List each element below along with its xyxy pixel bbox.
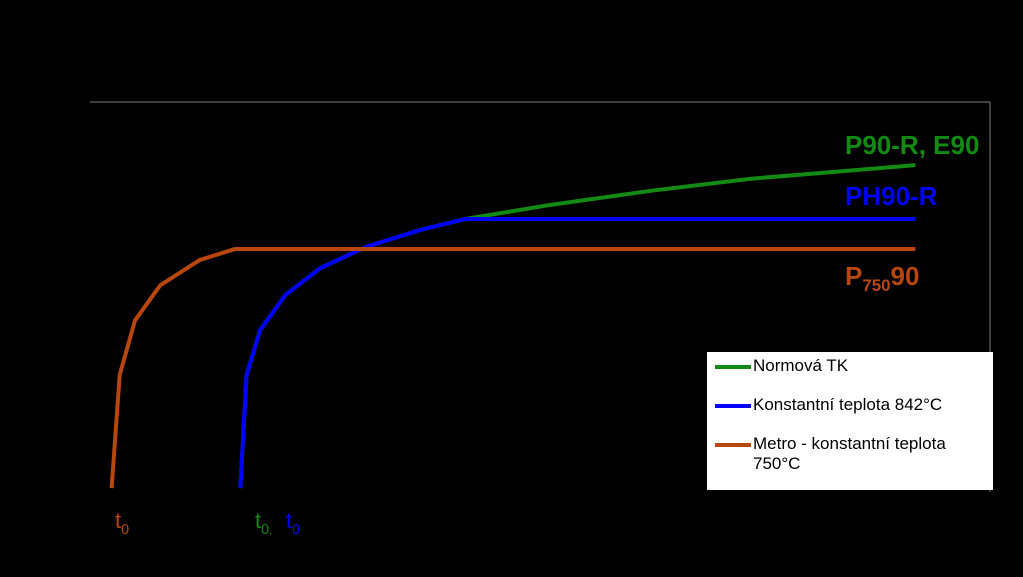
annotation: PH90-R <box>845 181 938 211</box>
annotation: t0, <box>255 508 272 538</box>
annotation-part: 750 <box>862 276 890 295</box>
legend-item: Normová TK <box>715 356 985 376</box>
annotation: t0 <box>115 508 129 538</box>
legend-swatch <box>715 443 751 447</box>
annotation-part: P90-R, E90 <box>845 130 979 160</box>
legend-label: Konstantní teplota 842°C <box>753 395 943 414</box>
annotation: P90-R, E90 <box>845 130 979 160</box>
annotation-part: 0 <box>292 522 300 538</box>
annotation: t0 <box>286 508 300 538</box>
legend-swatch <box>715 365 751 369</box>
annotation-part: 90 <box>891 261 920 291</box>
legend-item: Konstantní teplota 842°C <box>715 395 985 415</box>
legend-swatch <box>715 404 751 408</box>
annotation: P75090 <box>845 261 919 295</box>
series-line <box>238 217 916 489</box>
annotation-part: , <box>269 525 272 537</box>
annotation-part: t <box>115 508 121 533</box>
legend-label: Normová TK <box>753 356 849 375</box>
legend-item: Metro - konstantní teplota 750°C <box>715 434 985 474</box>
legend-label: Metro - konstantní teplota 750°C <box>753 434 946 473</box>
annotation-part: 0 <box>121 522 129 538</box>
annotation-part: 0 <box>261 522 269 538</box>
legend: Normová TK Konstantní teplota 842°C Metro … <box>707 352 993 490</box>
annotation-part: t <box>255 508 261 533</box>
annotation-part: t <box>286 508 292 533</box>
annotation-part: P <box>845 261 862 291</box>
annotation-part: PH90-R <box>845 181 938 211</box>
series-line <box>109 247 916 489</box>
